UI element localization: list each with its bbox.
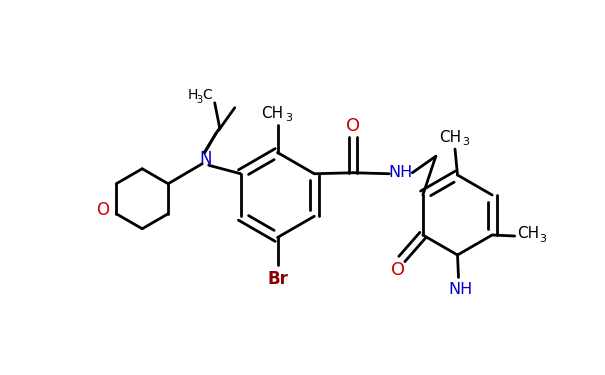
Text: 3: 3 [197,95,203,105]
Text: 3: 3 [539,234,546,243]
Text: CH: CH [439,130,461,145]
Text: H: H [188,88,198,102]
Text: NH: NH [388,165,413,180]
Text: O: O [391,261,405,279]
Text: O: O [346,117,361,135]
Text: N: N [200,150,212,168]
Text: C: C [202,88,212,102]
Text: CH: CH [261,106,284,121]
Text: NH: NH [448,282,472,297]
Text: CH: CH [517,226,539,242]
Text: Br: Br [267,270,288,288]
Text: 3: 3 [462,137,469,147]
Text: 3: 3 [285,113,292,123]
Text: O: O [96,201,109,219]
